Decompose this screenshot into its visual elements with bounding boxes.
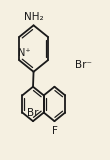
Text: Br: Br (27, 108, 39, 118)
Text: N⁺: N⁺ (18, 48, 31, 58)
Text: Br⁻: Br⁻ (75, 60, 92, 70)
Text: NH₂: NH₂ (24, 12, 43, 22)
Text: F: F (51, 126, 57, 136)
